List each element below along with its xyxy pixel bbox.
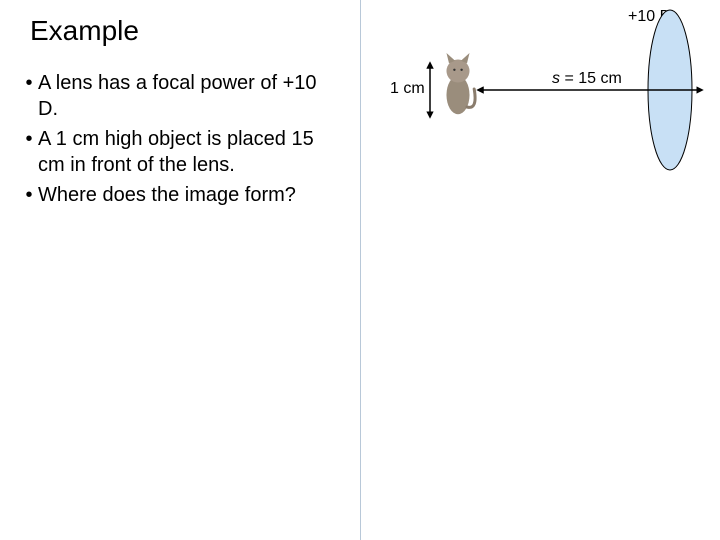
bullet-text: Where does the image form? [38, 182, 296, 208]
bullet-text: A lens has a focal power of +10 D. [38, 70, 340, 122]
lens-power-label: +10 D [628, 8, 671, 26]
bullet-list: • A lens has a focal power of +10 D. • A… [20, 70, 340, 212]
bullet-dot: • [20, 70, 38, 96]
object-distance-label: s = 15 cm [552, 70, 622, 88]
object-height-label: 1 cm [390, 80, 425, 98]
bullet-dot: • [20, 182, 38, 208]
bullet-item: • A lens has a focal power of +10 D. [20, 70, 340, 122]
bullet-dot: • [20, 126, 38, 152]
bullet-item: • A 1 cm high object is placed 15 cm in … [20, 126, 340, 178]
slide-title: Example [30, 15, 139, 47]
left-pane: Example • A lens has a focal power of +1… [0, 0, 360, 540]
bullet-item: • Where does the image form? [20, 182, 340, 208]
bullet-text: A 1 cm high object is placed 15 cm in fr… [38, 126, 340, 178]
